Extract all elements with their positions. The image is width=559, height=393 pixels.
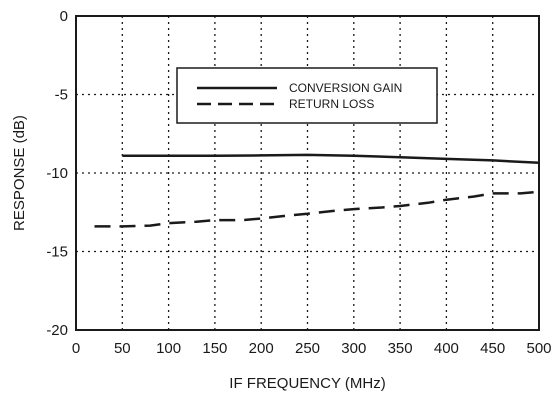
x-tick-label: 50 (114, 340, 131, 357)
legend: CONVERSION GAIN RETURN LOSS (176, 67, 438, 124)
x-tick-label: 250 (295, 340, 320, 357)
plot-series (94, 153, 540, 228)
x-tick-label: 0 (72, 340, 80, 357)
x-axis-label: IF FREQUENCY (MHz) (229, 375, 385, 392)
y-tick-label: -20 (46, 322, 68, 339)
series-line-return-loss (94, 190, 540, 228)
axis-ticks: 0 50 100 150 200 250 300 350 400 450 500 0 -5 -10 -15 -… (46, 8, 551, 357)
x-tick-label: 350 (388, 340, 413, 357)
x-tick-label: 300 (341, 340, 366, 357)
x-tick-label: 450 (480, 340, 505, 357)
y-axis-label: RESPONSE (dB) (11, 115, 28, 231)
legend-label-return-loss: RETURN LOSS (289, 97, 374, 111)
x-tick-label: 200 (249, 340, 274, 357)
x-tick-label: 500 (526, 340, 551, 357)
plot-frame (75, 15, 540, 331)
series-line-conversion-gain (122, 153, 540, 165)
y-tick-label: 0 (60, 8, 68, 25)
legend-box (176, 67, 438, 124)
x-tick-label: 100 (156, 340, 181, 357)
y-tick-label: -5 (55, 87, 68, 104)
grid (76, 16, 539, 330)
legend-label-conversion-gain: CONVERSION GAIN (289, 81, 402, 95)
x-tick-label: 150 (202, 340, 227, 357)
y-tick-label: -10 (46, 165, 68, 182)
x-tick-label: 400 (434, 340, 459, 357)
y-tick-label: -15 (46, 244, 68, 261)
